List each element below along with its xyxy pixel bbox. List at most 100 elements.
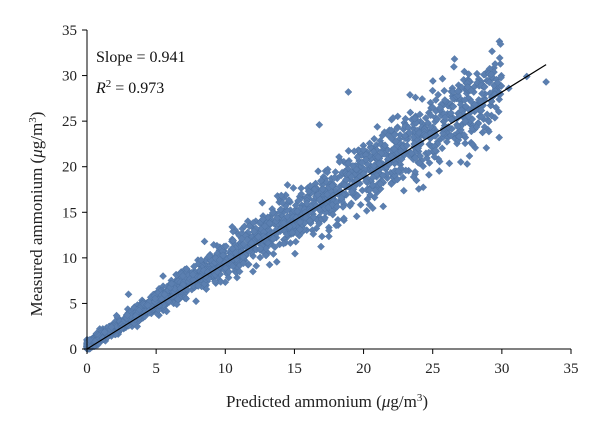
x-tick-label: 15 <box>287 361 302 377</box>
data-point <box>196 273 205 281</box>
data-point <box>440 86 449 95</box>
data-point <box>397 155 406 164</box>
data-point <box>426 111 435 120</box>
data-point <box>160 290 169 299</box>
data-point <box>293 207 302 216</box>
data-point <box>283 212 292 221</box>
data-point <box>250 227 258 236</box>
data-point <box>414 144 423 153</box>
data-point <box>256 253 265 262</box>
data-point <box>188 270 197 279</box>
data-point <box>461 102 470 111</box>
data-point <box>484 117 493 126</box>
data-point <box>323 168 332 177</box>
data-point <box>390 159 399 168</box>
data-point <box>124 290 133 299</box>
data-point <box>394 167 403 176</box>
data-point <box>228 222 237 231</box>
data-point <box>390 145 398 153</box>
data-point <box>194 282 203 290</box>
data-point <box>159 272 167 280</box>
data-point <box>373 122 382 131</box>
data-point <box>384 159 393 168</box>
data-point <box>306 181 315 190</box>
data-point <box>384 131 393 140</box>
data-point <box>366 143 375 152</box>
data-point <box>455 132 464 141</box>
data-point <box>396 131 405 139</box>
data-points <box>83 37 550 353</box>
data-point <box>179 272 187 280</box>
y-tick-label: 10 <box>62 251 77 267</box>
data-point <box>496 60 505 68</box>
data-point <box>324 232 333 241</box>
data-point <box>289 184 298 192</box>
r2-annotation: R2 = 0.973 <box>95 78 164 97</box>
data-point <box>406 108 415 117</box>
data-point <box>480 123 489 131</box>
data-point <box>495 95 504 104</box>
data-point <box>239 259 248 268</box>
data-point <box>200 237 209 246</box>
data-point <box>254 232 263 241</box>
data-point <box>123 311 132 320</box>
data-point <box>483 110 492 119</box>
data-point <box>265 219 274 228</box>
data-point <box>407 149 416 158</box>
data-point <box>472 123 481 131</box>
data-point <box>252 262 261 270</box>
data-point <box>482 144 491 152</box>
data-point <box>370 135 379 143</box>
data-point <box>496 40 505 48</box>
data-point <box>433 115 442 124</box>
data-point <box>314 167 323 176</box>
data-point <box>262 251 270 260</box>
data-point <box>199 266 208 275</box>
data-point <box>321 213 329 222</box>
data-point <box>335 158 344 166</box>
data-point <box>431 146 440 155</box>
data-point <box>247 238 256 247</box>
data-point <box>192 297 200 306</box>
data-point <box>478 128 487 137</box>
data-point <box>318 185 327 194</box>
data-point <box>285 196 293 204</box>
x-tick-label: 30 <box>494 361 509 377</box>
data-point <box>344 88 353 96</box>
data-point <box>318 232 326 241</box>
data-point <box>431 96 440 104</box>
data-point <box>368 181 377 189</box>
data-point <box>415 159 424 167</box>
data-point <box>205 252 214 261</box>
data-point <box>112 311 121 320</box>
data-point <box>387 126 396 135</box>
data-point <box>441 113 450 122</box>
data-point <box>174 295 182 304</box>
data-point <box>542 78 550 86</box>
data-point <box>256 244 265 253</box>
data-point <box>392 137 400 146</box>
data-point <box>430 152 439 161</box>
data-point <box>406 90 414 99</box>
data-point <box>415 110 424 119</box>
data-point <box>491 113 499 122</box>
data-point <box>438 144 447 153</box>
data-point <box>418 95 427 103</box>
data-point <box>362 155 370 164</box>
data-point <box>393 124 401 133</box>
data-point <box>491 90 499 99</box>
y-tick-label: 30 <box>62 69 77 85</box>
data-point <box>356 200 365 209</box>
data-point <box>488 47 496 56</box>
data-point <box>272 257 281 266</box>
data-point <box>352 212 361 221</box>
data-point <box>151 294 160 303</box>
data-point <box>453 122 462 131</box>
data-point <box>412 176 421 185</box>
x-tick-label: 10 <box>218 361 233 377</box>
data-point <box>491 60 500 68</box>
data-point <box>369 161 378 170</box>
data-point <box>376 180 385 188</box>
y-tick-label: 20 <box>62 160 77 176</box>
data-point <box>463 83 472 92</box>
